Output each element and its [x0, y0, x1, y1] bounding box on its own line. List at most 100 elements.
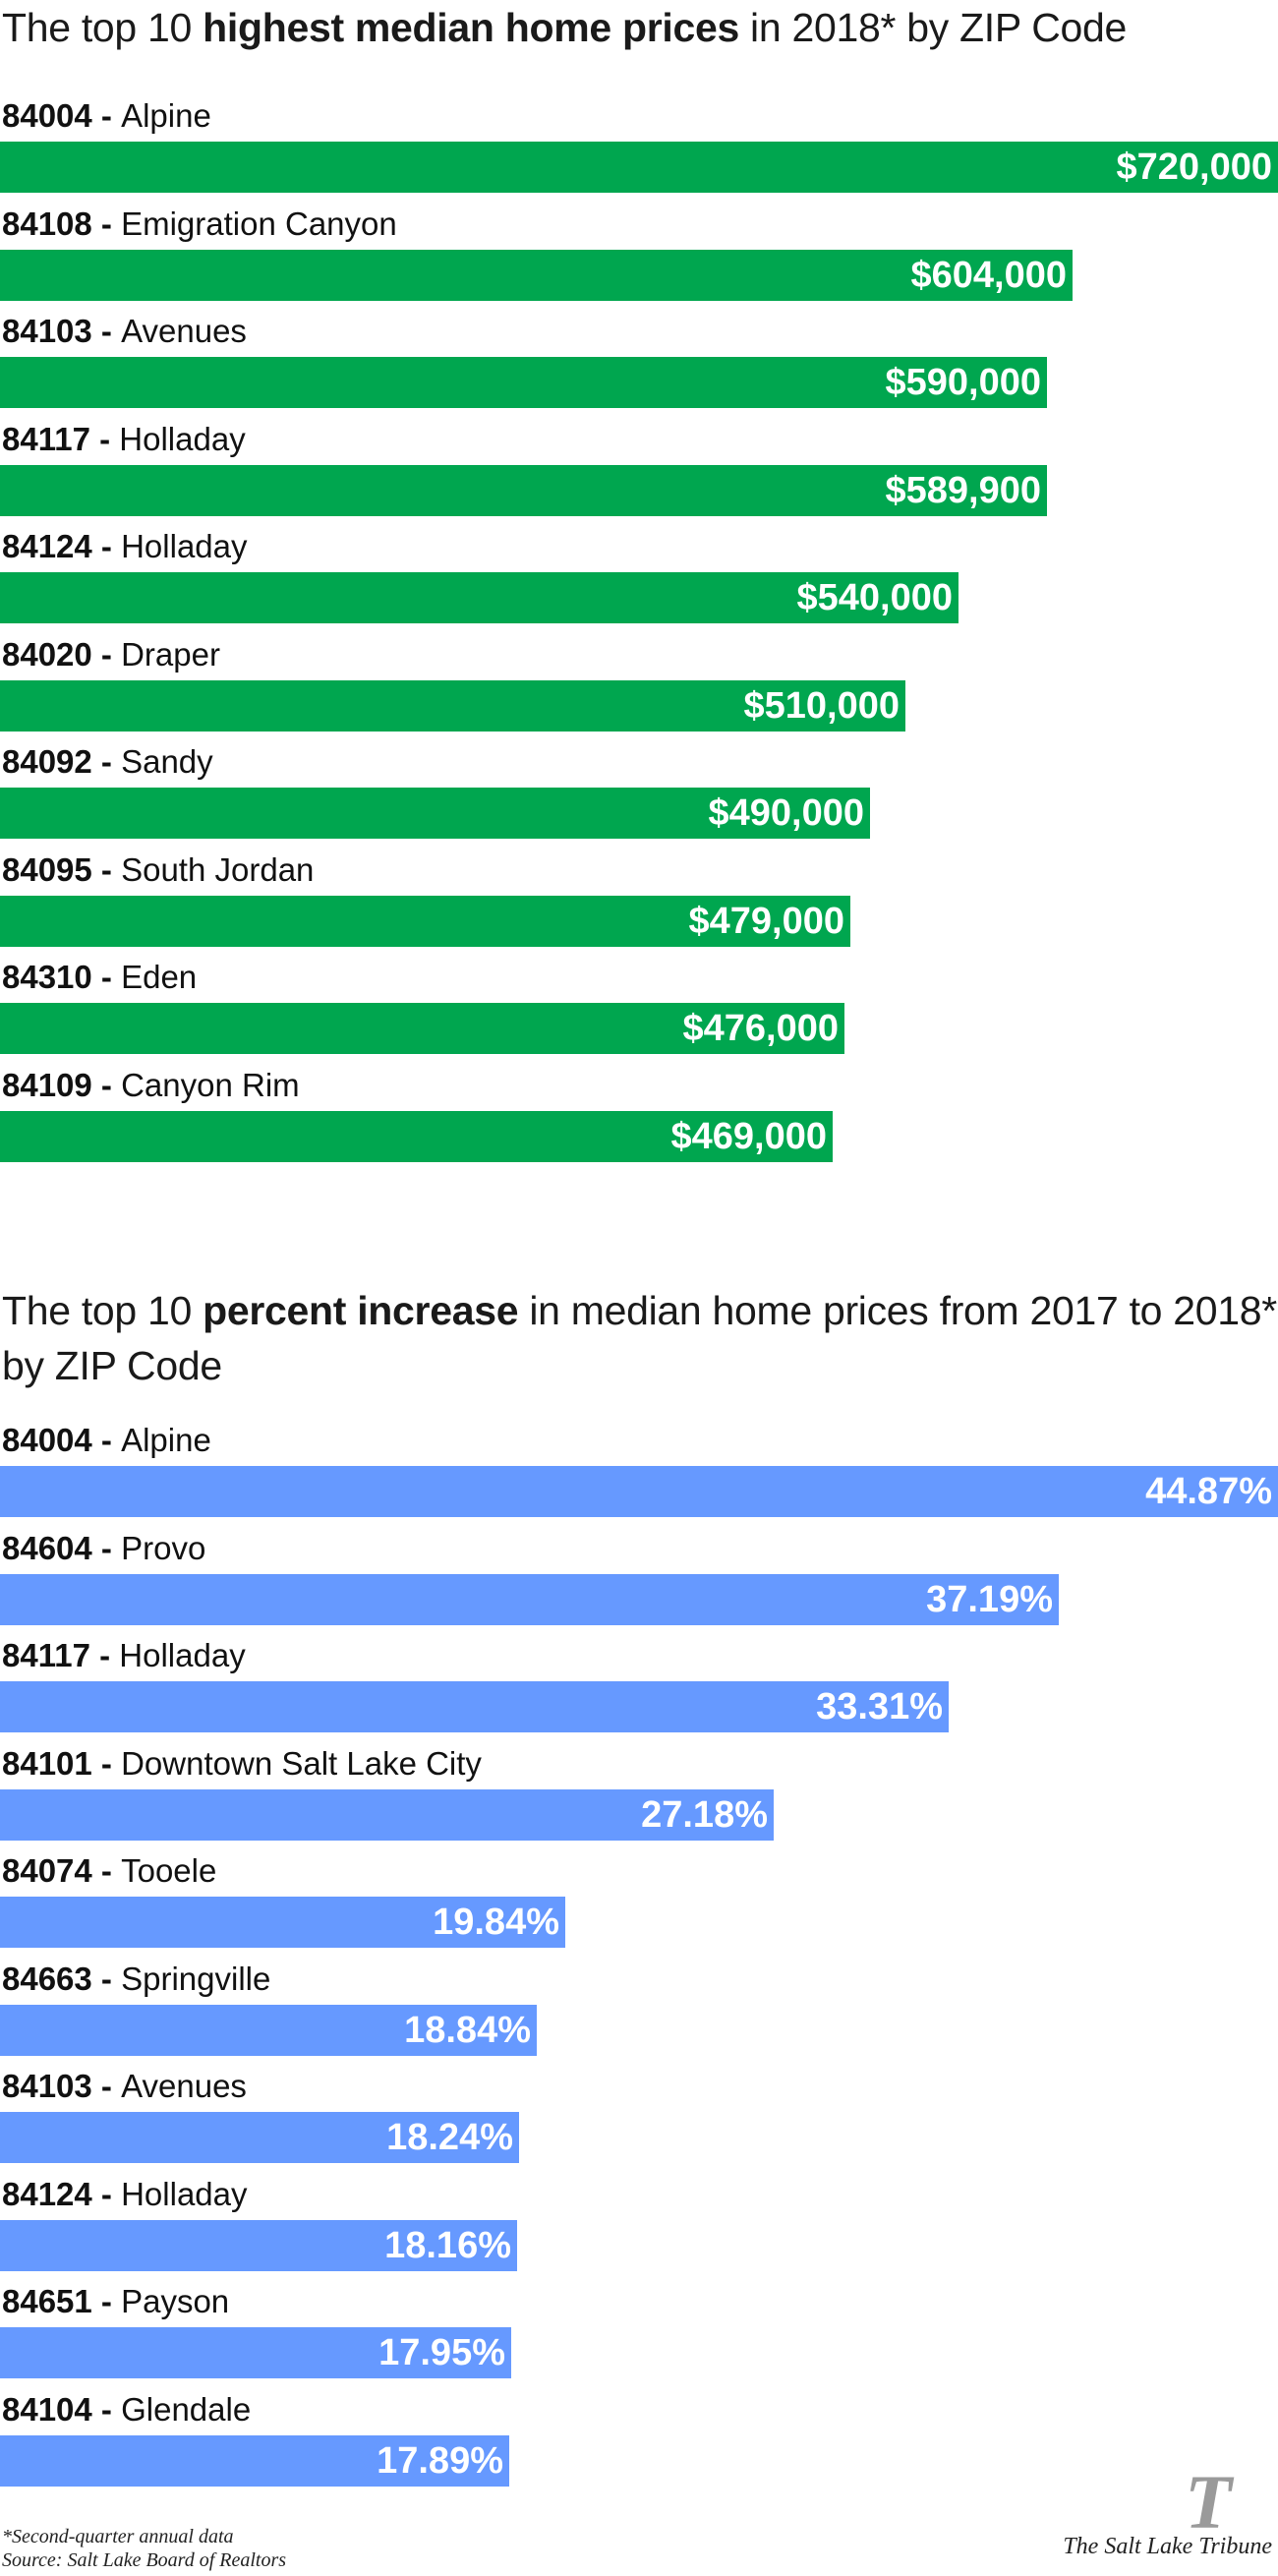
area-name: Tooele	[121, 1852, 217, 1889]
area-name: Downtown Salt Lake City	[121, 1744, 482, 1782]
area-name: Emigration Canyon	[121, 205, 397, 242]
category-label: 84663 - Springville	[0, 1954, 1278, 2005]
zip-code: 84109	[2, 1066, 92, 1103]
bar: $720,000	[0, 142, 1278, 193]
category-label: 84604 - Provo	[0, 1523, 1278, 1574]
value-label: $479,000	[688, 900, 845, 942]
bar: $510,000	[0, 679, 905, 732]
label-separator: -	[91, 97, 122, 134]
category-label: 84117 - Holladay	[0, 414, 1278, 465]
zip-code: 84124	[2, 528, 92, 564]
category-label: 84310 - Eden	[0, 952, 1278, 1003]
zip-code: 84663	[2, 1960, 92, 1997]
area-name: Provo	[121, 1529, 206, 1566]
category-label: 84020 - Draper	[0, 629, 1278, 680]
chart1-title-emphasis: highest median home prices	[203, 5, 739, 50]
zip-code: 84103	[2, 313, 92, 349]
area-name: Sandy	[121, 743, 213, 780]
chart2-title-part3: in median home prices from 2017 to 2018*…	[2, 1288, 1277, 1388]
source-note: Source: Salt Lake Board of Realtors	[2, 2549, 287, 2571]
value-label: $604,000	[910, 254, 1068, 296]
bar: 17.89%	[0, 2434, 509, 2487]
bar-row: 84108 - Emigration Canyon $604,000	[0, 199, 1278, 307]
value-label: $476,000	[682, 1008, 840, 1049]
value-label: $490,000	[708, 792, 865, 834]
area-name: Holladay	[119, 1637, 246, 1673]
bar-row: 84651 - Payson 17.95%	[0, 2276, 1278, 2384]
bar: $590,000	[0, 357, 1047, 408]
footer: *Second-quarter annual data Source: Salt…	[2, 2525, 286, 2572]
bar-row: 84117 - Holladay $589,900	[0, 414, 1278, 522]
bar-row: 84095 - South Jordan $479,000	[0, 845, 1278, 953]
bar-row: 84663 - Springville 18.84%	[0, 1954, 1278, 2062]
value-label: 18.24%	[386, 2117, 513, 2158]
area-name: Avenues	[121, 313, 247, 349]
label-separator: -	[91, 1744, 122, 1782]
value-label: $540,000	[796, 577, 954, 618]
bar: $469,000	[0, 1110, 833, 1162]
bar: 19.84%	[0, 1897, 565, 1948]
bar-row: 84103 - Avenues $590,000	[0, 306, 1278, 414]
label-separator: -	[91, 1852, 122, 1889]
area-name: Holladay	[121, 528, 248, 564]
zip-code: 84092	[2, 743, 92, 780]
tribune-logo: T The Salt Lake Tribune	[1046, 2464, 1272, 2568]
value-label: 18.84%	[404, 2009, 531, 2051]
chart2-title-part1: The top 10	[2, 1288, 203, 1333]
bar: 37.19%	[0, 1573, 1059, 1625]
label-separator: -	[91, 635, 122, 673]
zip-code: 84095	[2, 850, 92, 888]
area-name: Glendale	[121, 2390, 252, 2428]
zip-code: 84117	[2, 420, 90, 457]
chart1-title: The top 10 highest median home prices in…	[0, 0, 1278, 55]
area-name: Holladay	[119, 420, 246, 457]
bar-row: 84310 - Eden $476,000	[0, 952, 1278, 1060]
category-label: 84074 - Tooele	[0, 1845, 1278, 1897]
label-separator: -	[91, 2175, 122, 2212]
bar: $540,000	[0, 572, 958, 623]
label-separator: -	[91, 850, 122, 888]
category-label: 84124 - Holladay	[0, 521, 1278, 572]
area-name: Alpine	[121, 97, 211, 134]
bar: $479,000	[0, 895, 850, 947]
zip-code: 84101	[2, 1744, 92, 1782]
zip-code: 84604	[2, 1529, 92, 1566]
bar: 18.84%	[0, 2004, 537, 2056]
zip-code: 84651	[2, 2283, 92, 2319]
chart1-title-part1: The top 10	[2, 5, 203, 50]
zip-code: 84020	[2, 635, 92, 673]
category-label: 84117 - Holladay	[0, 1630, 1278, 1681]
category-label: 84124 - Holladay	[0, 2169, 1278, 2220]
category-label: 84108 - Emigration Canyon	[0, 199, 1278, 250]
category-label: 84103 - Avenues	[0, 306, 1278, 357]
value-label: 33.31%	[816, 1686, 943, 1727]
zip-code: 84104	[2, 2390, 92, 2428]
bar-row: 84020 - Draper $510,000	[0, 629, 1278, 737]
value-label: 44.87%	[1145, 1471, 1272, 1512]
label-separator: -	[91, 528, 122, 564]
category-label: 84095 - South Jordan	[0, 845, 1278, 896]
value-label: 18.16%	[384, 2224, 511, 2266]
bar: $589,900	[0, 464, 1047, 516]
area-name: Holladay	[121, 2175, 248, 2212]
footnote: *Second-quarter annual data	[2, 2526, 234, 2547]
value-label: $720,000	[1116, 146, 1273, 188]
category-label: 84104 - Glendale	[0, 2384, 1278, 2435]
bar: $604,000	[0, 249, 1073, 301]
bar-row: 84124 - Holladay 18.16%	[0, 2169, 1278, 2277]
label-separator: -	[91, 2068, 122, 2104]
label-separator: -	[91, 743, 122, 780]
label-separator: -	[89, 420, 120, 457]
bar: 17.95%	[0, 2327, 511, 2378]
value-label: $469,000	[670, 1115, 828, 1157]
bar: $490,000	[0, 788, 870, 839]
zip-code: 84074	[2, 1852, 92, 1889]
label-separator: -	[91, 2390, 122, 2428]
category-label: 84004 - Alpine	[0, 1415, 1278, 1466]
bar: 44.87%	[0, 1466, 1278, 1517]
chart2-title-emphasis: percent increase	[203, 1288, 519, 1333]
bar: 18.16%	[0, 2219, 517, 2271]
bar-row: 84604 - Provo 37.19%	[0, 1523, 1278, 1631]
value-label: 19.84%	[433, 1902, 559, 1943]
area-name: Alpine	[121, 1422, 211, 1458]
